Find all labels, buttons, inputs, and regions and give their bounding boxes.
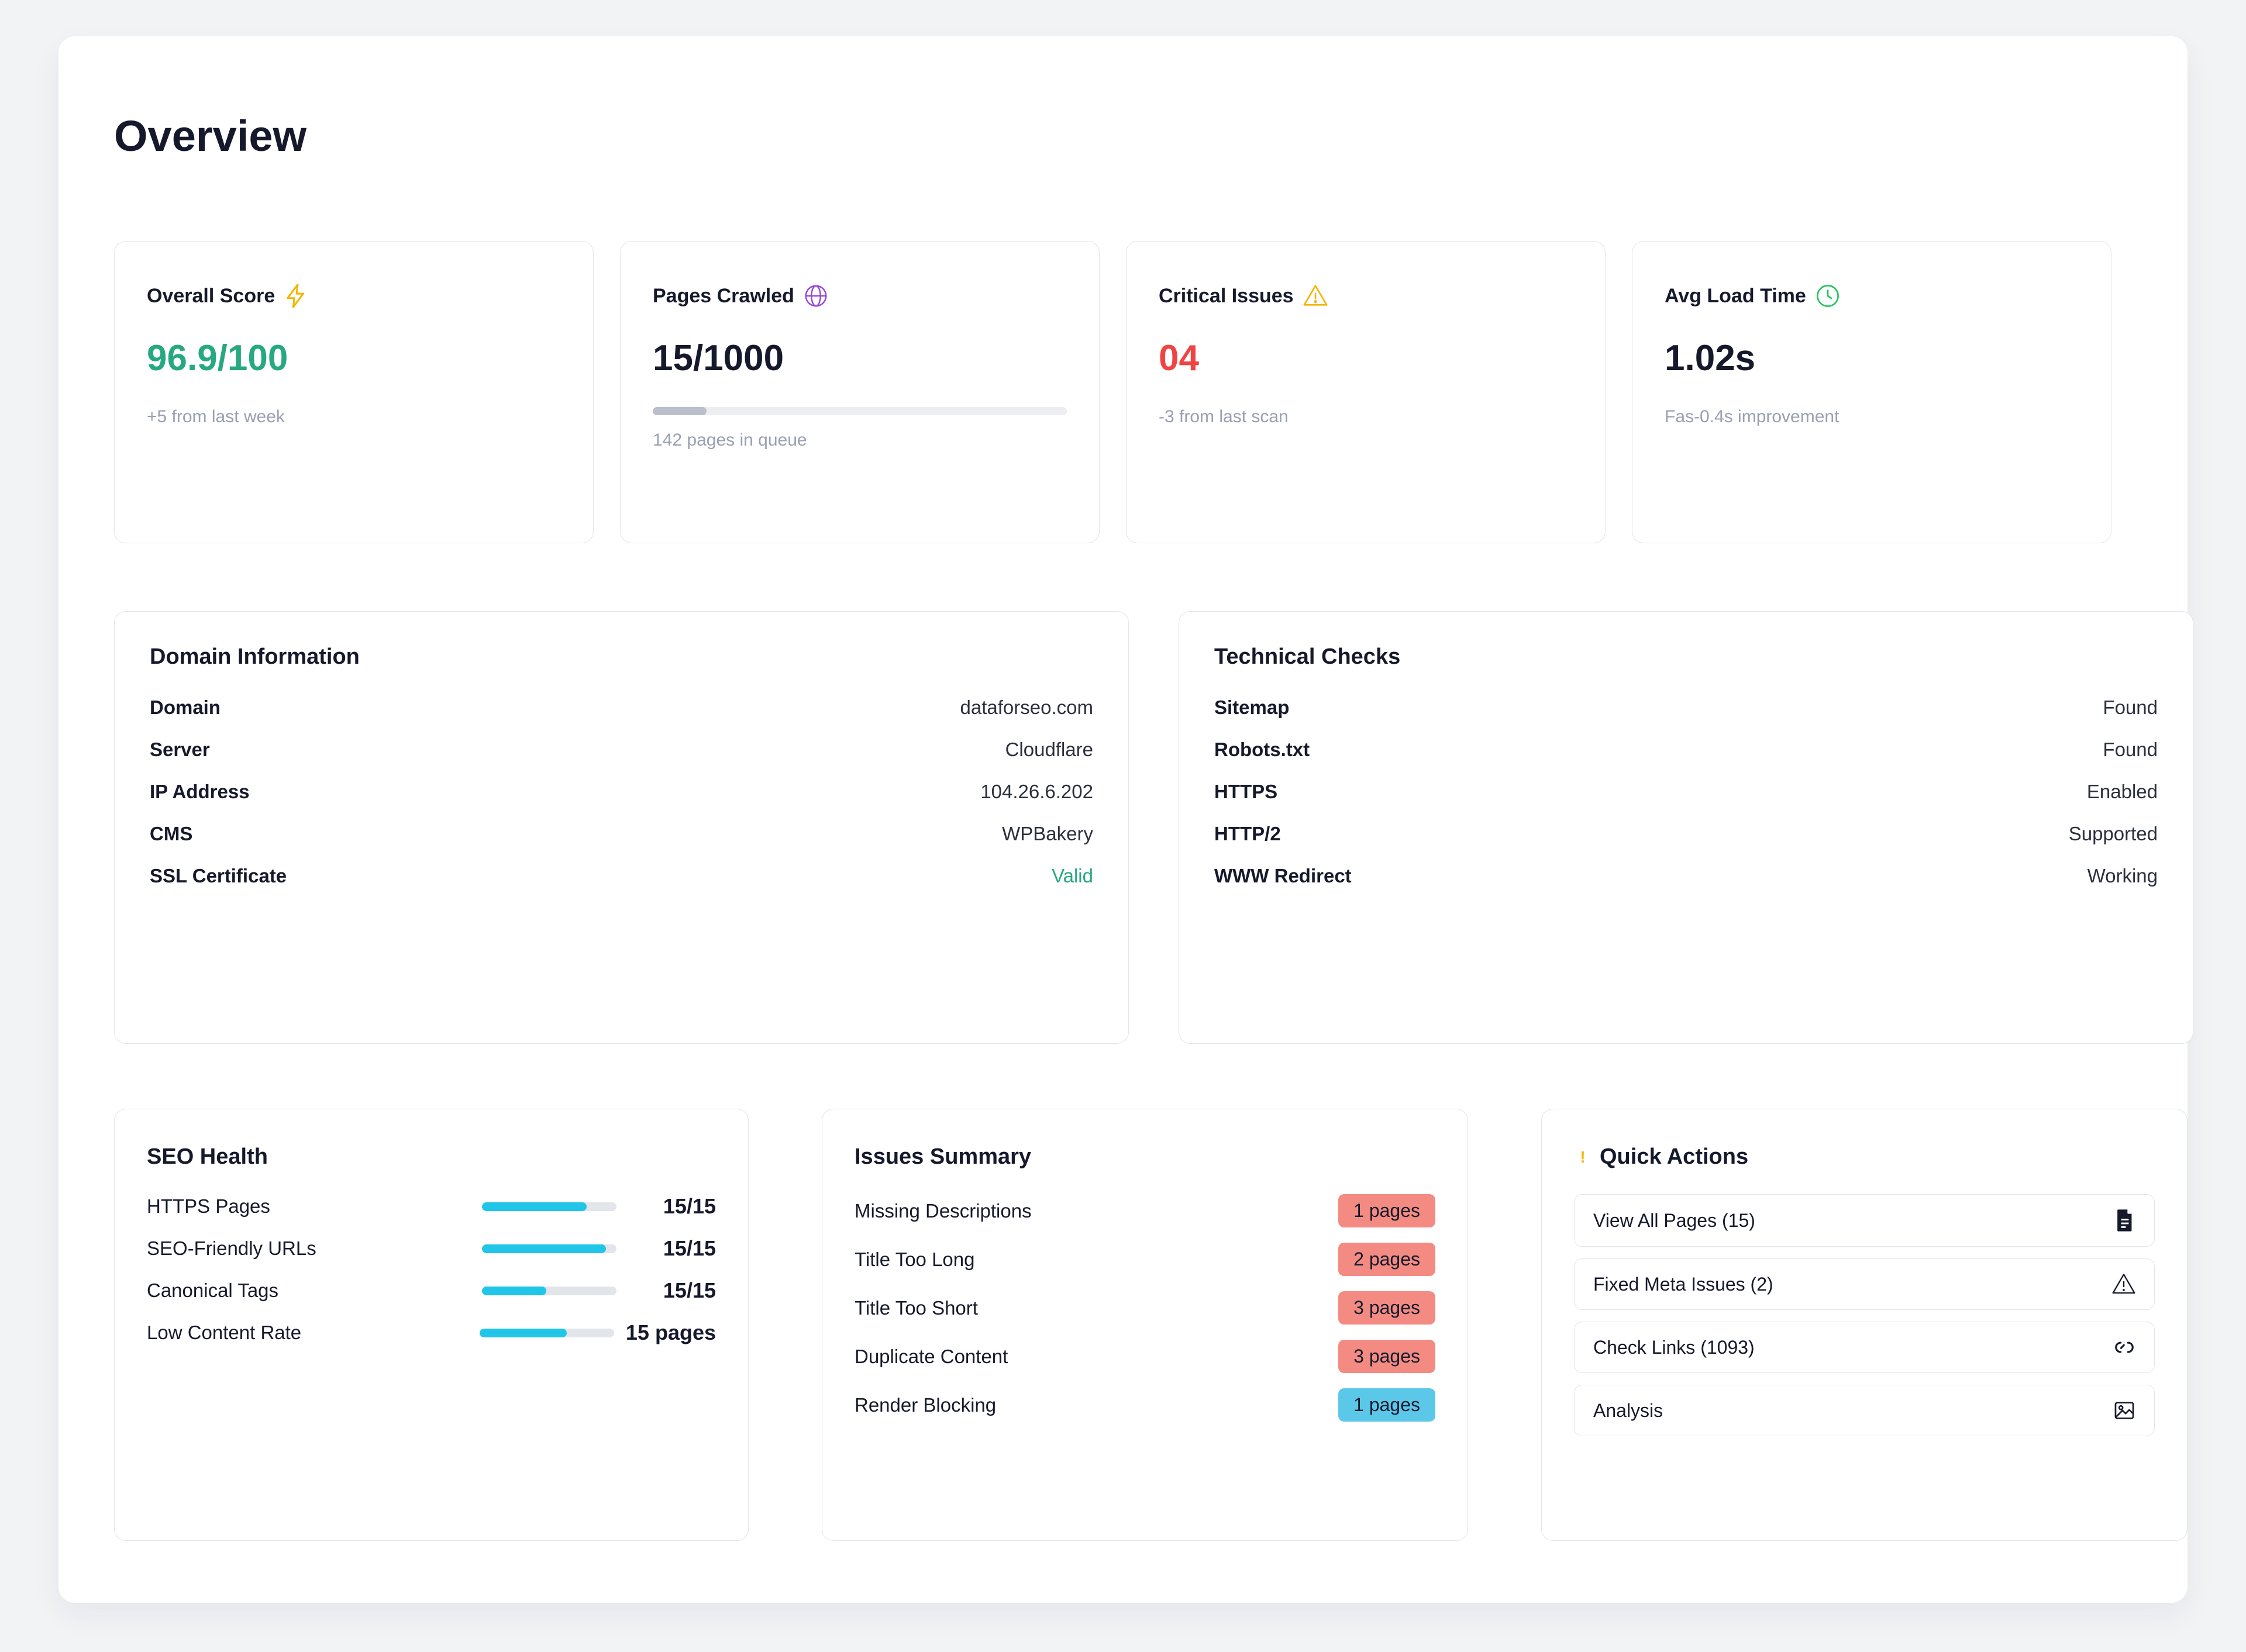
- svg-text:!: !: [1580, 1149, 1585, 1166]
